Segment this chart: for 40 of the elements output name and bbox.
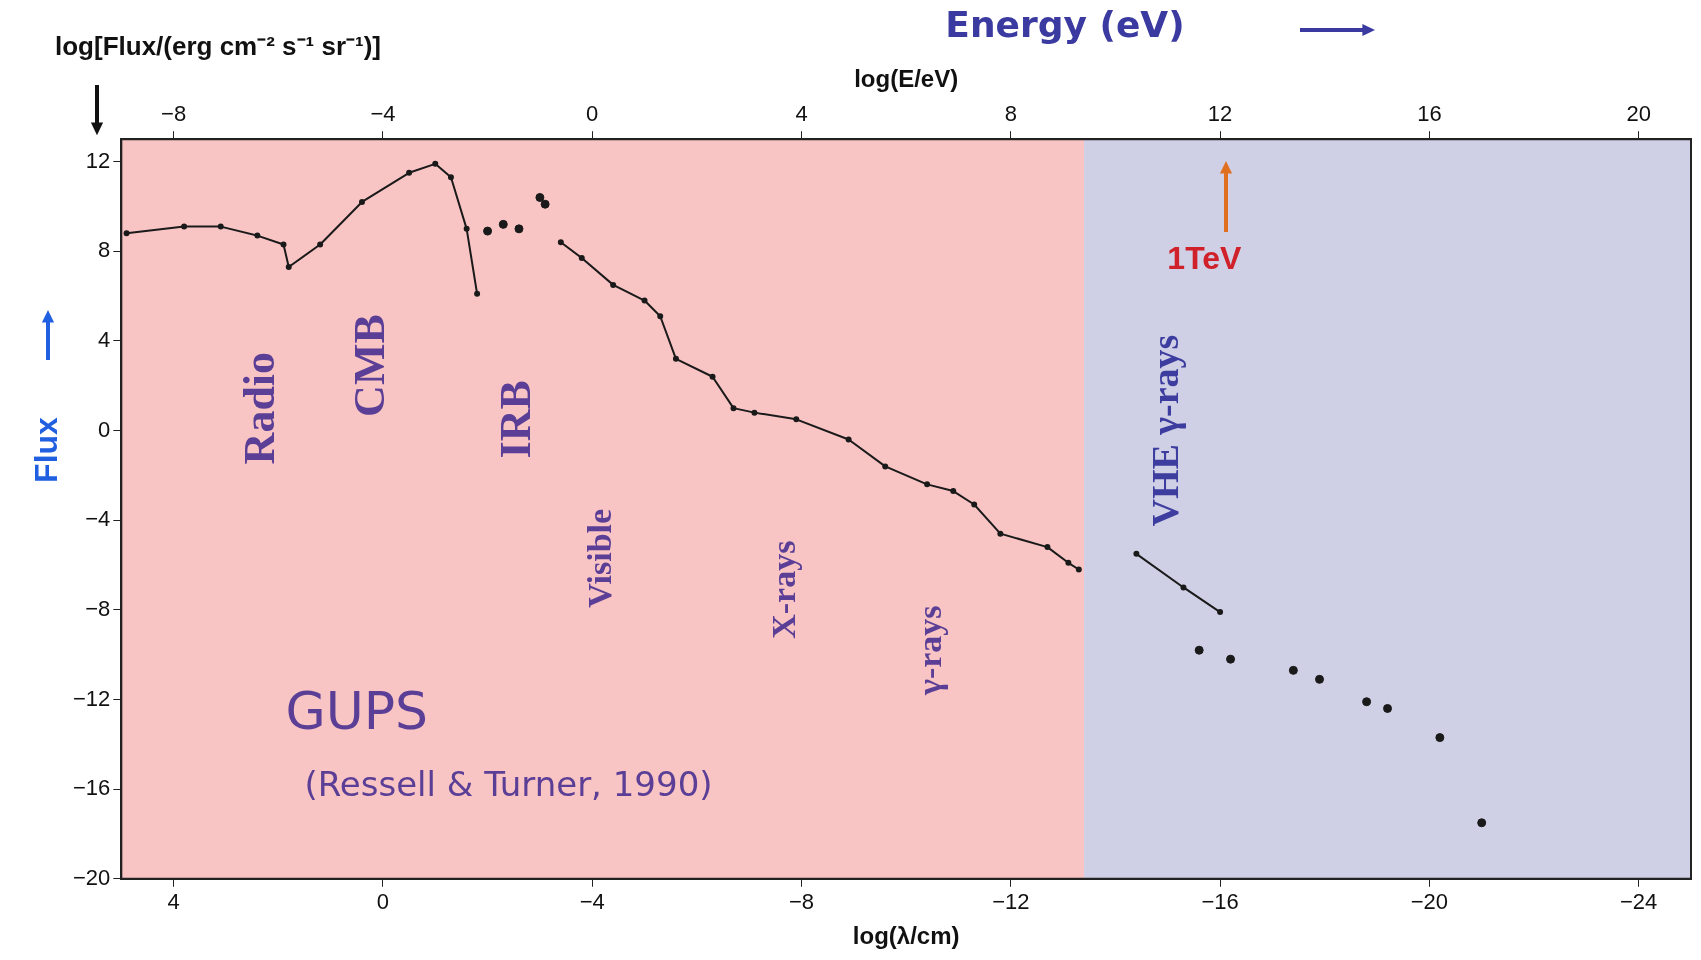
x-tick-label: −16 — [1201, 889, 1239, 915]
annotation: γ-rays — [911, 605, 949, 696]
x-tick-label: 4 — [167, 889, 180, 915]
y-tick-label: 12 — [85, 147, 111, 173]
annotation: 1TeV — [1167, 240, 1243, 277]
annotation: (Ressell & Turner, 1990) — [304, 763, 713, 804]
annotation: VHE γ-rays — [1143, 334, 1186, 527]
x-tick-label: 0 — [376, 889, 390, 915]
x2-tick-label: 4 — [795, 101, 808, 127]
x-tick-label: −20 — [1410, 889, 1449, 915]
y-tick-label: 0 — [98, 416, 111, 442]
x2-axis-title: log(E/eV) — [854, 65, 959, 93]
x2-tick-label: −4 — [370, 101, 396, 127]
x2-tick-label: 20 — [1626, 101, 1651, 127]
annotation: X-rays — [764, 540, 802, 639]
annotation: GUPS — [285, 680, 429, 741]
y-axis-title: log[Flux/(erg cm⁻² s⁻¹ sr⁻¹)] — [55, 31, 382, 62]
x-tick-label: −24 — [1620, 889, 1658, 915]
annotation: IRB — [491, 380, 541, 459]
x-tick-label: −4 — [579, 889, 605, 915]
chart-title: Energy (eV) — [945, 4, 1185, 46]
x2-tick-label: 8 — [1004, 101, 1017, 127]
y-tick-label: −8 — [85, 595, 111, 621]
x2-tick-label: 16 — [1417, 101, 1442, 127]
y-tick-label: 8 — [98, 237, 111, 263]
annotation: CMB — [344, 314, 394, 417]
y-tick-label: −20 — [72, 864, 111, 890]
y-tick-label: 4 — [98, 326, 111, 352]
text: Flux — [27, 416, 64, 483]
y-tick-label: −12 — [72, 685, 111, 711]
x2-tick-label: 0 — [586, 101, 599, 127]
annotation: Visible — [581, 508, 619, 608]
y-tick-label: −4 — [85, 506, 111, 532]
x-tick-label: −8 — [788, 889, 815, 915]
x2-tick-label: 12 — [1207, 101, 1233, 127]
y-tick-label: −16 — [72, 775, 111, 801]
annotation: Radio — [234, 351, 284, 465]
x2-tick-label: −8 — [161, 101, 187, 127]
x-axis-title: log(λ/cm) — [852, 922, 960, 950]
x-tick-label: −12 — [992, 889, 1030, 915]
